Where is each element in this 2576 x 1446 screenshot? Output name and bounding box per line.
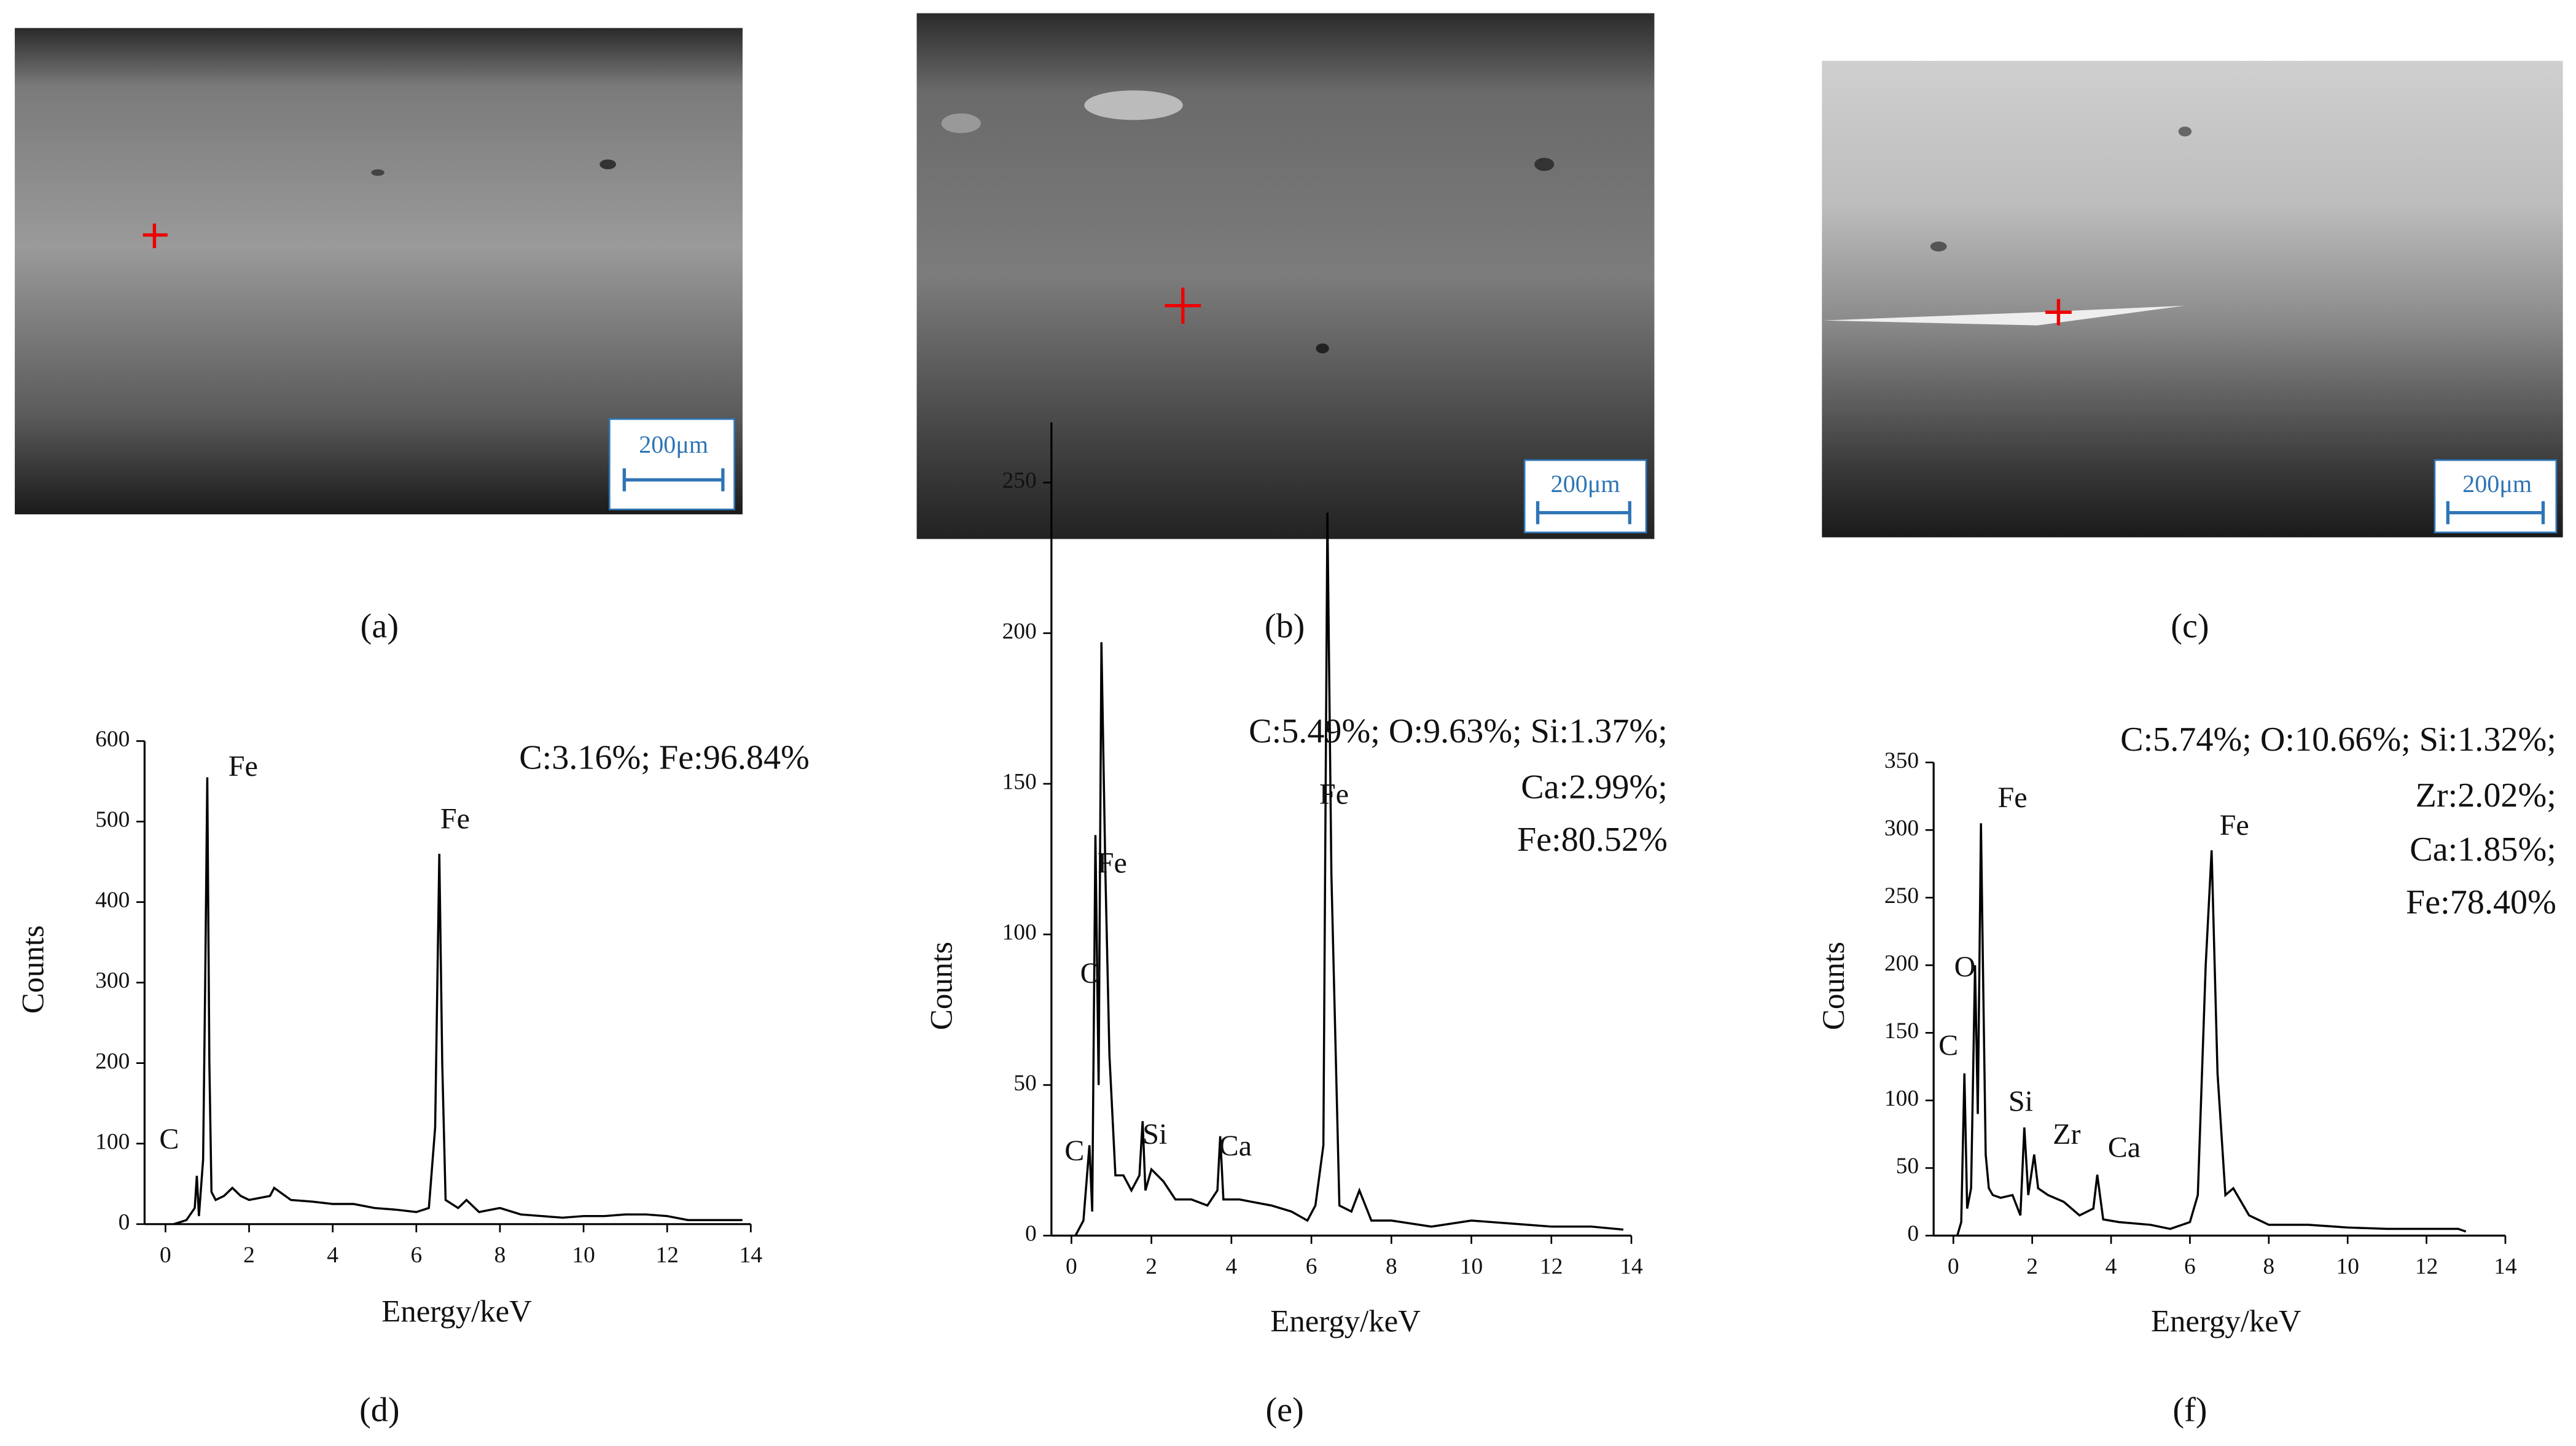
peak-label: Si xyxy=(2008,1085,2033,1118)
sem-image: 200μm xyxy=(15,28,743,515)
y-axis-label: Counts xyxy=(16,925,50,1014)
annotation: Zr:2.02%; xyxy=(2416,776,2556,815)
y-tick-label: 0 xyxy=(1907,1221,1919,1246)
annotation: Fe:80.52% xyxy=(1517,821,1668,859)
x-tick-label: 0 xyxy=(160,1243,171,1268)
y-tick-label: 0 xyxy=(1025,1221,1037,1246)
x-tick-label: 12 xyxy=(1540,1254,1563,1280)
y-tick-label: 150 xyxy=(1884,1018,1919,1044)
x-tick-label: 8 xyxy=(494,1243,506,1268)
peak-label: Si xyxy=(1142,1118,1167,1151)
spectrum-line xyxy=(173,777,743,1225)
y-tick-label: 250 xyxy=(1884,883,1919,909)
x-tick-label: 4 xyxy=(327,1243,338,1268)
annotation: C:5.49%; O:9.63%; Si:1.37%; xyxy=(1249,713,1668,751)
peak-label: Fe xyxy=(2220,809,2249,842)
x-tick-label: 14 xyxy=(2494,1254,2517,1280)
x-tick-label: 6 xyxy=(2184,1254,2196,1280)
x-tick-label: 2 xyxy=(243,1243,255,1268)
annotation: Ca:2.99%; xyxy=(1521,768,1668,807)
caption: (d) xyxy=(359,1391,399,1429)
x-tick-label: 0 xyxy=(1066,1254,1077,1280)
peak-label: C xyxy=(1938,1030,1958,1062)
scale-bar-label: 200μm xyxy=(639,431,708,458)
x-axis-label: Energy/keV xyxy=(1270,1304,1421,1339)
peak-label: Fe xyxy=(1998,781,2028,814)
y-tick-label: 600 xyxy=(95,727,130,752)
y-tick-label: 200 xyxy=(1884,951,1919,976)
x-axis-label: Energy/keV xyxy=(2151,1304,2301,1339)
y-tick-label: 100 xyxy=(95,1129,130,1154)
annotation: Ca:1.85%; xyxy=(2410,830,2556,869)
y-tick-label: 50 xyxy=(1896,1154,1919,1179)
x-tick-label: 8 xyxy=(2263,1254,2274,1280)
scale-bar-label: 200μm xyxy=(1551,470,1620,498)
y-tick-label: 200 xyxy=(95,1049,130,1074)
peak-label: Fe xyxy=(1098,847,1127,880)
caption: (c) xyxy=(2171,607,2209,645)
caption: (e) xyxy=(1265,1391,1303,1429)
sem-image: 200μm xyxy=(916,13,1655,539)
y-tick-label: 300 xyxy=(95,968,130,993)
peak-label: C xyxy=(1064,1135,1084,1167)
peak-label: Ca xyxy=(2108,1131,2141,1163)
scale-bar-label: 200μm xyxy=(2462,470,2532,498)
x-tick-label: 6 xyxy=(410,1243,422,1268)
peak-label: Fe xyxy=(440,803,470,835)
x-tick-label: 4 xyxy=(1226,1254,1238,1280)
y-axis-label: Counts xyxy=(924,942,959,1030)
x-tick-label: 10 xyxy=(572,1243,595,1268)
caption: (f) xyxy=(2172,1391,2207,1429)
x-tick-label: 14 xyxy=(1620,1254,1643,1280)
y-tick-label: 400 xyxy=(95,888,130,913)
y-tick-label: 150 xyxy=(1002,770,1037,795)
peak-label: O xyxy=(1954,950,1976,983)
caption: (a) xyxy=(361,607,399,645)
peak-label: Fe xyxy=(1319,778,1349,810)
x-tick-label: 2 xyxy=(2026,1254,2038,1280)
y-tick-label: 50 xyxy=(1013,1071,1036,1096)
y-tick-label: 250 xyxy=(1002,468,1037,493)
peak-label: Zr xyxy=(2053,1118,2080,1151)
y-tick-label: 0 xyxy=(119,1210,130,1235)
y-tick-label: 200 xyxy=(1002,619,1037,644)
y-axis-label: Counts xyxy=(1816,942,1851,1030)
peak-label: C xyxy=(159,1123,179,1155)
annotation: C:3.16%; Fe:96.84% xyxy=(519,738,810,776)
x-axis-label: Energy/keV xyxy=(381,1294,532,1329)
x-tick-label: 12 xyxy=(656,1243,679,1268)
spectrum-line xyxy=(1956,823,2467,1237)
y-tick-label: 100 xyxy=(1002,920,1037,945)
y-tick-label: 100 xyxy=(1884,1086,1919,1111)
x-tick-label: 8 xyxy=(1386,1254,1397,1280)
x-tick-label: 10 xyxy=(1460,1254,1483,1280)
x-tick-label: 6 xyxy=(1306,1254,1317,1280)
x-tick-label: 2 xyxy=(1146,1254,1157,1280)
x-tick-label: 0 xyxy=(1948,1254,1959,1280)
x-tick-label: 10 xyxy=(2336,1254,2359,1280)
y-tick-label: 350 xyxy=(1884,748,1919,773)
peak-label: Fe xyxy=(228,750,258,783)
sem-image: 200μm xyxy=(1822,61,2563,537)
x-tick-label: 14 xyxy=(740,1243,763,1268)
x-tick-label: 4 xyxy=(2106,1254,2117,1280)
annotation: Fe:78.40% xyxy=(2406,883,2556,921)
caption: (b) xyxy=(1265,607,1305,645)
peak-label: Ca xyxy=(1219,1130,1252,1162)
y-tick-label: 300 xyxy=(1884,816,1919,841)
spectrum-line xyxy=(1074,512,1624,1237)
annotation: C:5.74%; O:10.66%; Si:1.32%; xyxy=(2120,721,2556,759)
peak-label: O xyxy=(1080,957,1102,990)
x-tick-label: 12 xyxy=(2415,1254,2438,1280)
y-tick-label: 500 xyxy=(95,807,130,832)
